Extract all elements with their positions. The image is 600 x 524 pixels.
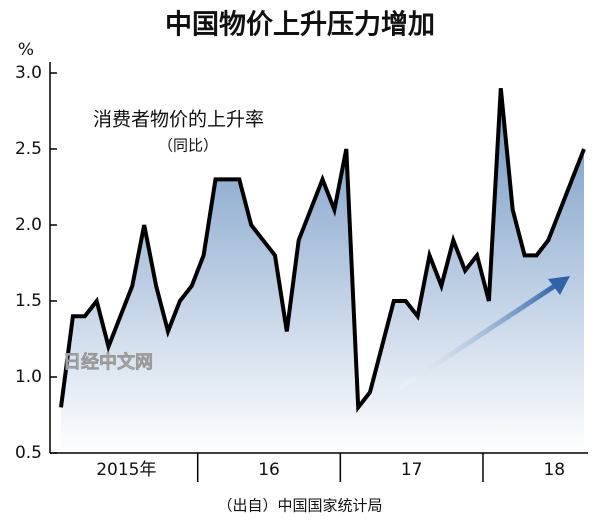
x-tick-label: 16 <box>258 460 280 480</box>
annotation: 消费者物价的上升率 <box>93 109 264 131</box>
area <box>61 88 584 453</box>
watermark: 日经中文网 <box>63 351 153 373</box>
x-tick-label: 2015年 <box>96 460 156 480</box>
annotation-sub: （同比） <box>158 137 218 155</box>
y-tick-label: 2.0 <box>15 215 42 235</box>
y-tick-label: 1.0 <box>15 367 42 387</box>
y-tick-label: 1.5 <box>15 291 42 311</box>
x-tick-label: 17 <box>401 460 423 480</box>
y-unit: % <box>18 40 34 60</box>
chart-title: 中国物价上升压力增加 <box>165 9 435 41</box>
line <box>59 88 586 413</box>
y-tick-label: 3.0 <box>15 63 42 83</box>
y-tick-label: 0.5 <box>15 443 42 463</box>
source: （出自）中国国家统计局 <box>217 497 382 515</box>
trend-arrow <box>398 276 570 391</box>
x-tick-label: 18 <box>543 460 565 480</box>
y-tick-label: 2.5 <box>15 139 42 159</box>
